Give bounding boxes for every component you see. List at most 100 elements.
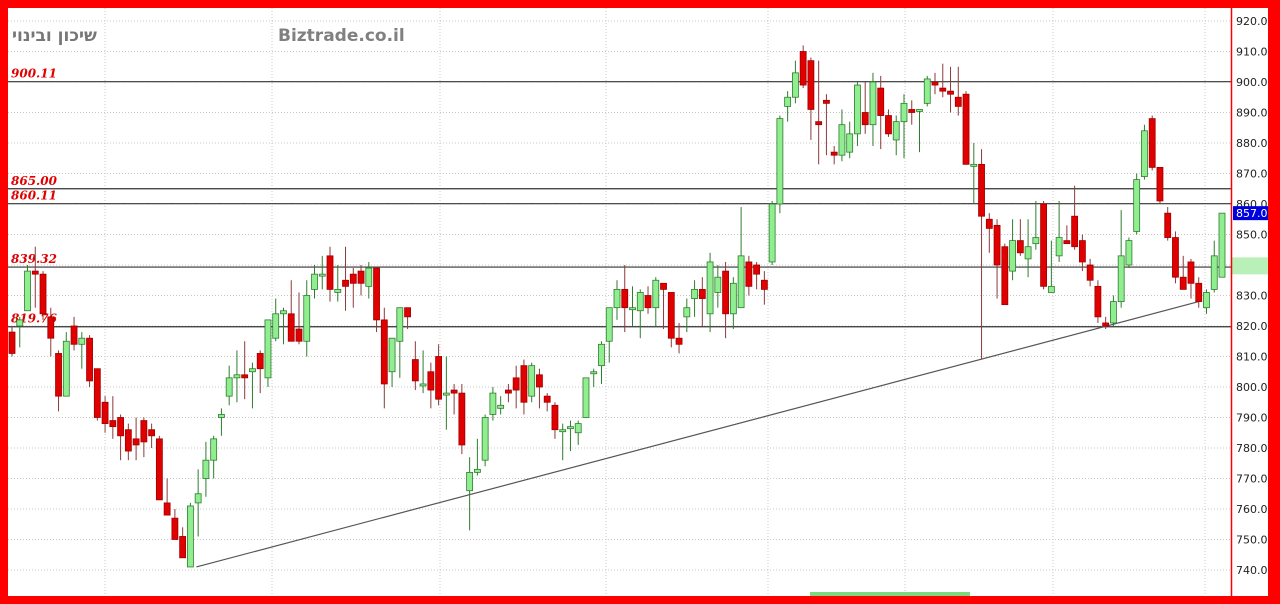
candle-body — [1133, 179, 1141, 232]
candle-body — [729, 282, 737, 315]
candle — [233, 350, 241, 403]
candle-body — [124, 429, 132, 452]
candle-body — [900, 102, 908, 123]
candle — [373, 267, 380, 333]
candle-body — [854, 84, 861, 135]
candle — [714, 265, 722, 308]
candle — [225, 365, 233, 406]
candle-body — [241, 374, 249, 379]
y-tick-label: 780.0 — [1236, 442, 1268, 455]
candle-body — [1055, 237, 1063, 257]
candle-body — [1009, 240, 1016, 272]
candle — [171, 509, 179, 540]
candle-body — [109, 420, 117, 428]
scroll-indicator[interactable] — [810, 592, 970, 596]
candle-body — [528, 365, 536, 397]
candle — [644, 286, 652, 314]
candle-body — [1102, 322, 1110, 327]
candle — [512, 365, 520, 409]
level-label: 839.32 — [11, 252, 57, 266]
candle-body — [225, 377, 233, 397]
candle — [47, 307, 55, 357]
candle — [349, 268, 357, 308]
candle — [807, 57, 815, 140]
y-tick-label: 900.0 — [1236, 76, 1268, 89]
candle-body — [233, 374, 241, 379]
candle-body — [970, 163, 978, 167]
candle — [303, 280, 311, 357]
candle — [1141, 124, 1148, 180]
candle-body — [582, 377, 590, 418]
candle-body — [885, 115, 892, 135]
candle — [1172, 231, 1179, 284]
candle — [613, 280, 621, 320]
candle-body — [629, 307, 636, 311]
candle-body — [745, 261, 753, 287]
candle — [505, 383, 512, 403]
candle-body — [155, 438, 163, 501]
candle-body — [1218, 212, 1226, 278]
candle-body — [70, 325, 78, 345]
candle-body — [1001, 246, 1009, 306]
candle-body — [846, 133, 854, 153]
candle — [132, 417, 140, 461]
candle-body — [427, 371, 435, 391]
level-highlight — [1232, 257, 1268, 275]
candle-body — [179, 536, 187, 559]
candle-body — [512, 377, 520, 391]
candle — [419, 350, 427, 394]
candle — [1032, 200, 1040, 250]
candle-body — [993, 224, 1001, 266]
candle-body — [24, 270, 31, 312]
candle — [1047, 240, 1055, 293]
candle — [815, 60, 823, 165]
candle — [148, 423, 156, 448]
candle — [473, 438, 481, 476]
candle — [497, 396, 505, 415]
candle — [791, 60, 799, 104]
candle-body — [318, 273, 326, 277]
candle — [861, 82, 869, 134]
candle — [652, 277, 660, 326]
last-price-badge — [1233, 206, 1268, 221]
y-tick-label: 850.0 — [1236, 229, 1268, 242]
candle-body — [249, 368, 256, 373]
candle-body — [1172, 237, 1179, 278]
candle-body — [660, 282, 667, 290]
candle — [1187, 258, 1195, 299]
candle — [388, 337, 396, 387]
candle-body — [784, 96, 792, 107]
candle-body — [1125, 240, 1133, 266]
candle-body — [287, 313, 295, 342]
candle-body — [86, 337, 93, 382]
candle — [194, 469, 202, 537]
candle — [846, 121, 854, 159]
candle — [311, 265, 318, 299]
candle-body — [691, 288, 698, 299]
candle — [241, 341, 249, 400]
candle — [1125, 237, 1133, 269]
candle — [823, 94, 830, 156]
candle — [1063, 225, 1071, 245]
candle — [155, 435, 163, 501]
candle — [1148, 115, 1156, 171]
candle-body — [357, 270, 365, 284]
candle-body — [1016, 240, 1024, 254]
candle — [8, 326, 16, 357]
candle — [962, 91, 970, 165]
candle — [342, 246, 349, 311]
candle-body — [652, 279, 660, 309]
candle — [1055, 200, 1063, 262]
candle-body — [1148, 118, 1156, 168]
candle — [287, 280, 295, 342]
stock-name: שיכון ובינוי — [12, 26, 97, 46]
candle — [691, 280, 698, 317]
candle — [1117, 210, 1125, 308]
candle-body — [923, 78, 931, 104]
candle — [605, 307, 613, 363]
candle-body — [396, 307, 404, 342]
candle-body — [590, 371, 598, 375]
candle-body — [497, 404, 505, 409]
candle-body — [869, 81, 877, 126]
y-tick-label: 760.0 — [1236, 503, 1268, 516]
